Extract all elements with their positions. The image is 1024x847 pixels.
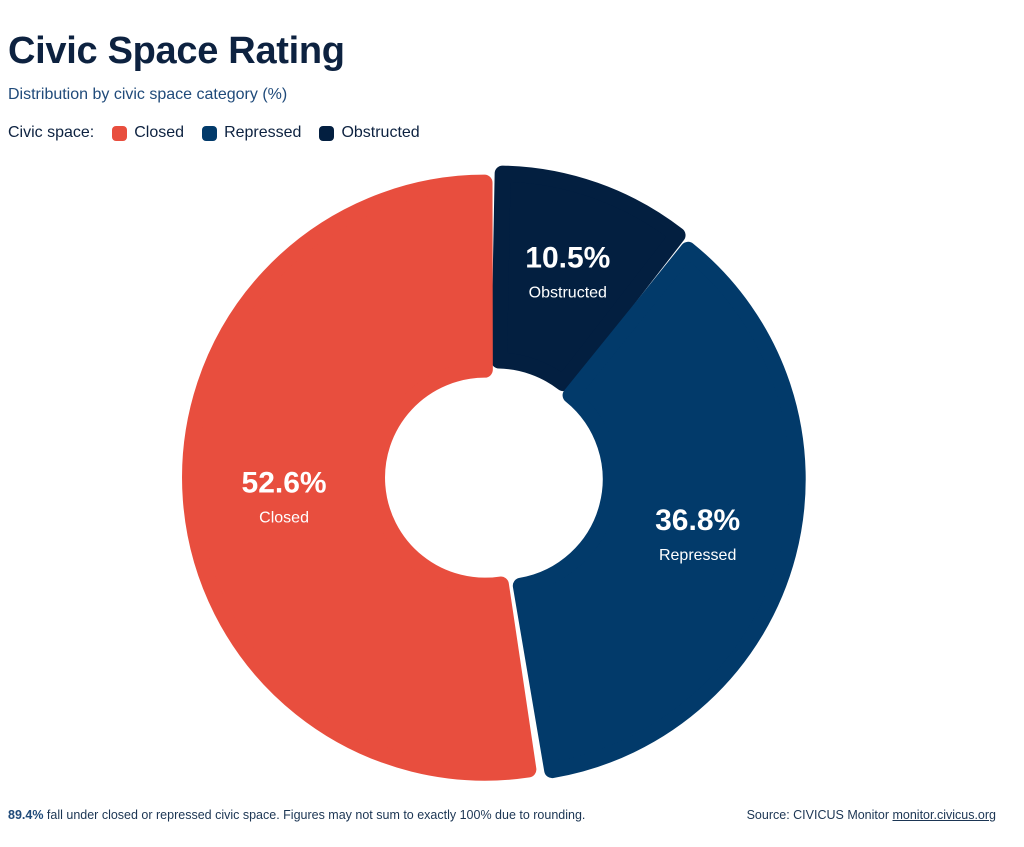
slice-group-closed bbox=[182, 174, 537, 781]
value-label-repressed: 36.8% bbox=[655, 504, 740, 537]
legend-title: Civic space: bbox=[8, 124, 95, 141]
legend-label-repressed: Repressed bbox=[224, 124, 302, 141]
slice-repressed[interactable] bbox=[512, 241, 806, 779]
legend-swatch-closed bbox=[112, 125, 128, 141]
footer-note-highlight: 89.4% bbox=[8, 808, 44, 822]
slice-group-repressed bbox=[512, 241, 806, 779]
legend-item-closed[interactable]: Closed bbox=[112, 124, 184, 142]
legend: Civic space: Closed Repressed Obstructed bbox=[8, 124, 438, 142]
legend-label-obstructed: Obstructed bbox=[341, 124, 420, 141]
category-label-obstructed: Obstructed bbox=[529, 285, 607, 302]
footer-note-text: fall under closed or repressed civic spa… bbox=[43, 808, 586, 822]
chart-subtitle: Distribution by civic space category (%) bbox=[8, 86, 288, 103]
legend-item-obstructed[interactable]: Obstructed bbox=[319, 124, 420, 142]
value-label-obstructed: 10.5% bbox=[525, 242, 610, 275]
category-label-closed: Closed bbox=[259, 510, 309, 527]
footer-note: 89.4% fall under closed or repressed civ… bbox=[8, 808, 585, 822]
chart-title: Civic Space Rating bbox=[8, 30, 345, 72]
legend-swatch-repressed bbox=[202, 125, 218, 141]
legend-label-closed: Closed bbox=[134, 124, 185, 141]
slice-obstructed[interactable] bbox=[491, 165, 686, 392]
footer-source: Source: CIVICUS Monitor monitor.civicus.… bbox=[747, 808, 996, 822]
category-label-repressed: Repressed bbox=[659, 547, 736, 564]
source-link[interactable]: monitor.civicus.org bbox=[892, 808, 996, 822]
value-label-closed: 52.6% bbox=[242, 467, 327, 500]
footer-source-prefix: Source: CIVICUS Monitor bbox=[746, 808, 893, 822]
legend-swatch-obstructed bbox=[319, 125, 335, 141]
slice-group-obstructed bbox=[491, 165, 686, 392]
slice-closed[interactable] bbox=[182, 174, 537, 781]
legend-item-repressed[interactable]: Repressed bbox=[202, 124, 301, 142]
